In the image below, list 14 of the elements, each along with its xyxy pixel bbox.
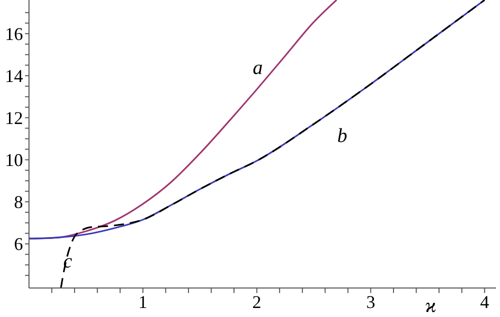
y-tick-label: 14 xyxy=(5,66,23,86)
y-tick-label: 8 xyxy=(14,192,23,212)
x-tick-label: 1 xyxy=(138,292,148,312)
x-tick-label: 2 xyxy=(252,292,262,312)
y-tick-label: 16 xyxy=(5,24,23,44)
annotation: a xyxy=(252,56,263,79)
x-tick-label: 3 xyxy=(366,292,376,312)
line-series xyxy=(60,0,486,288)
y-tick-label: 6 xyxy=(14,234,23,254)
x-axis-title: ϰ xyxy=(424,295,436,317)
annotation: b xyxy=(337,125,348,148)
x-tick-label: 4 xyxy=(480,292,490,312)
y-tick-label: 10 xyxy=(5,150,23,170)
y-tick-label: 12 xyxy=(5,108,23,128)
